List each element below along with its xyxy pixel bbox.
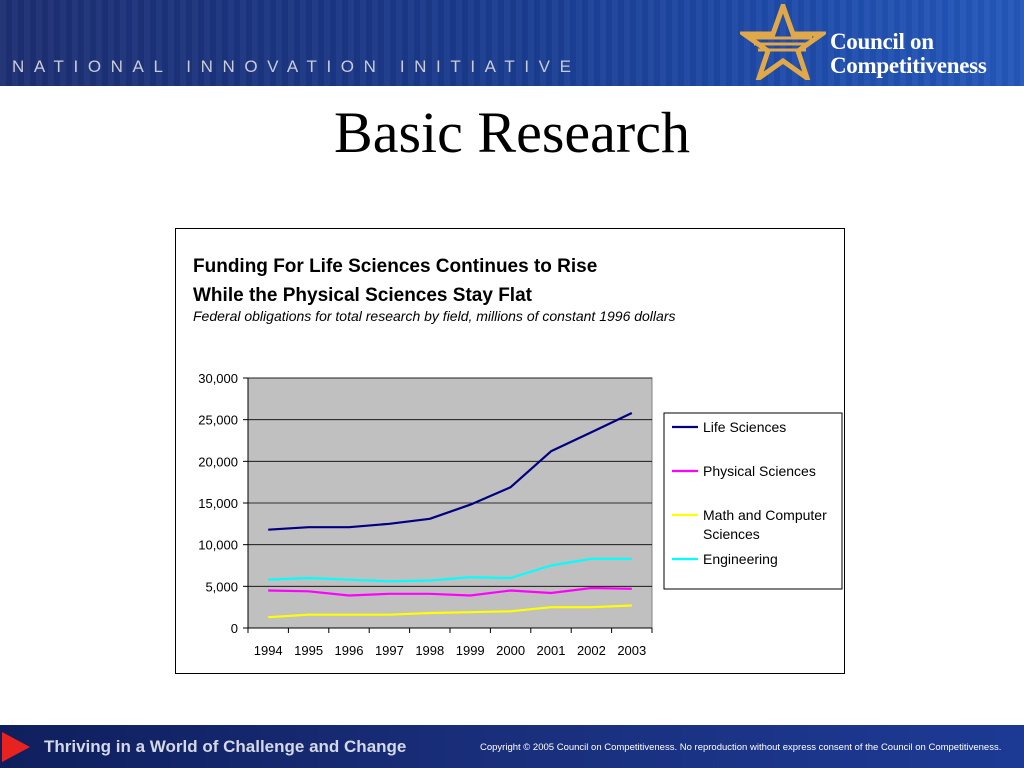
chart-subtitle: Federal obligations for total research b… [193,308,676,324]
footer-copyright: Copyright © 2005 Council on Competitiven… [480,742,1002,753]
legend-label: Math and Computer Sciences [703,507,827,542]
header-banner [0,0,1024,86]
series-line-physical-sciences [268,586,632,597]
y-tick-label: 25,000 [198,413,238,428]
council-logo-text: Council on Competitiveness [830,29,987,78]
slide-title: Basic Research [334,100,690,165]
header-texture [0,0,1024,86]
chart-title-line-2: While the Physical Sciences Stay Flat [193,285,532,306]
y-tick-label: 10,000 [198,538,238,553]
x-tick-label: 1994 [254,643,283,658]
y-tick-label: 5,000 [205,579,238,594]
logo-line-1: Council on [830,29,934,54]
footer-bar [0,725,1024,768]
series-line-life-sciences [268,412,633,531]
x-tick-label: 1996 [335,643,364,658]
banner-text: NATIONAL INNOVATION INITIATIVE [12,57,581,76]
legend-label: Physical Sciences [703,463,816,479]
footer-tagline: Thriving in a World of Challenge and Cha… [44,737,407,756]
logo-line-2: Competitiveness [830,53,987,78]
play-arrow-icon [2,732,30,762]
y-tick-label: 0 [231,621,238,636]
legend-label: Life Sciences [703,419,786,435]
series-line-math-and-computer-sciences [268,604,632,619]
x-tick-label: 2003 [617,643,646,658]
series-line-engineering [268,557,632,583]
y-tick-label: 20,000 [198,454,238,469]
star-icon [740,4,826,80]
x-tick-label: 1995 [294,643,323,658]
legend-label: Engineering [703,551,778,567]
x-tick-label: 2000 [496,643,525,658]
x-tick-label: 2002 [577,643,606,658]
x-tick-label: 1997 [375,643,404,658]
x-tick-label: 1999 [456,643,485,658]
chart-title: Funding For Life Sciences Continues to R… [193,252,713,310]
x-tick-label: 2001 [537,643,566,658]
chart-title-line-1: Funding For Life Sciences Continues to R… [193,256,598,277]
y-tick-label: 15,000 [198,496,238,511]
x-tick-label: 1998 [415,643,444,658]
y-tick-label: 30,000 [198,371,238,386]
